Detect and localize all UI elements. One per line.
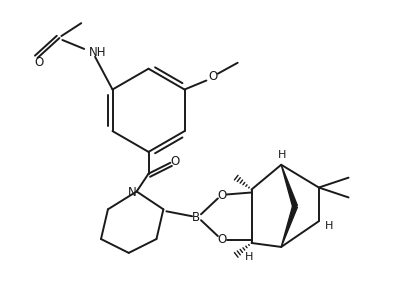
Text: H: H (245, 252, 254, 262)
Text: O: O (217, 233, 226, 246)
Polygon shape (281, 165, 297, 207)
Text: O: O (34, 56, 43, 69)
Text: O: O (217, 189, 226, 202)
Text: N: N (128, 186, 137, 199)
Text: O: O (208, 70, 217, 83)
Polygon shape (281, 206, 297, 247)
Text: H: H (324, 221, 333, 231)
Text: O: O (170, 155, 180, 168)
Text: B: B (192, 211, 200, 224)
Text: NH: NH (89, 46, 107, 60)
Text: H: H (278, 150, 286, 160)
